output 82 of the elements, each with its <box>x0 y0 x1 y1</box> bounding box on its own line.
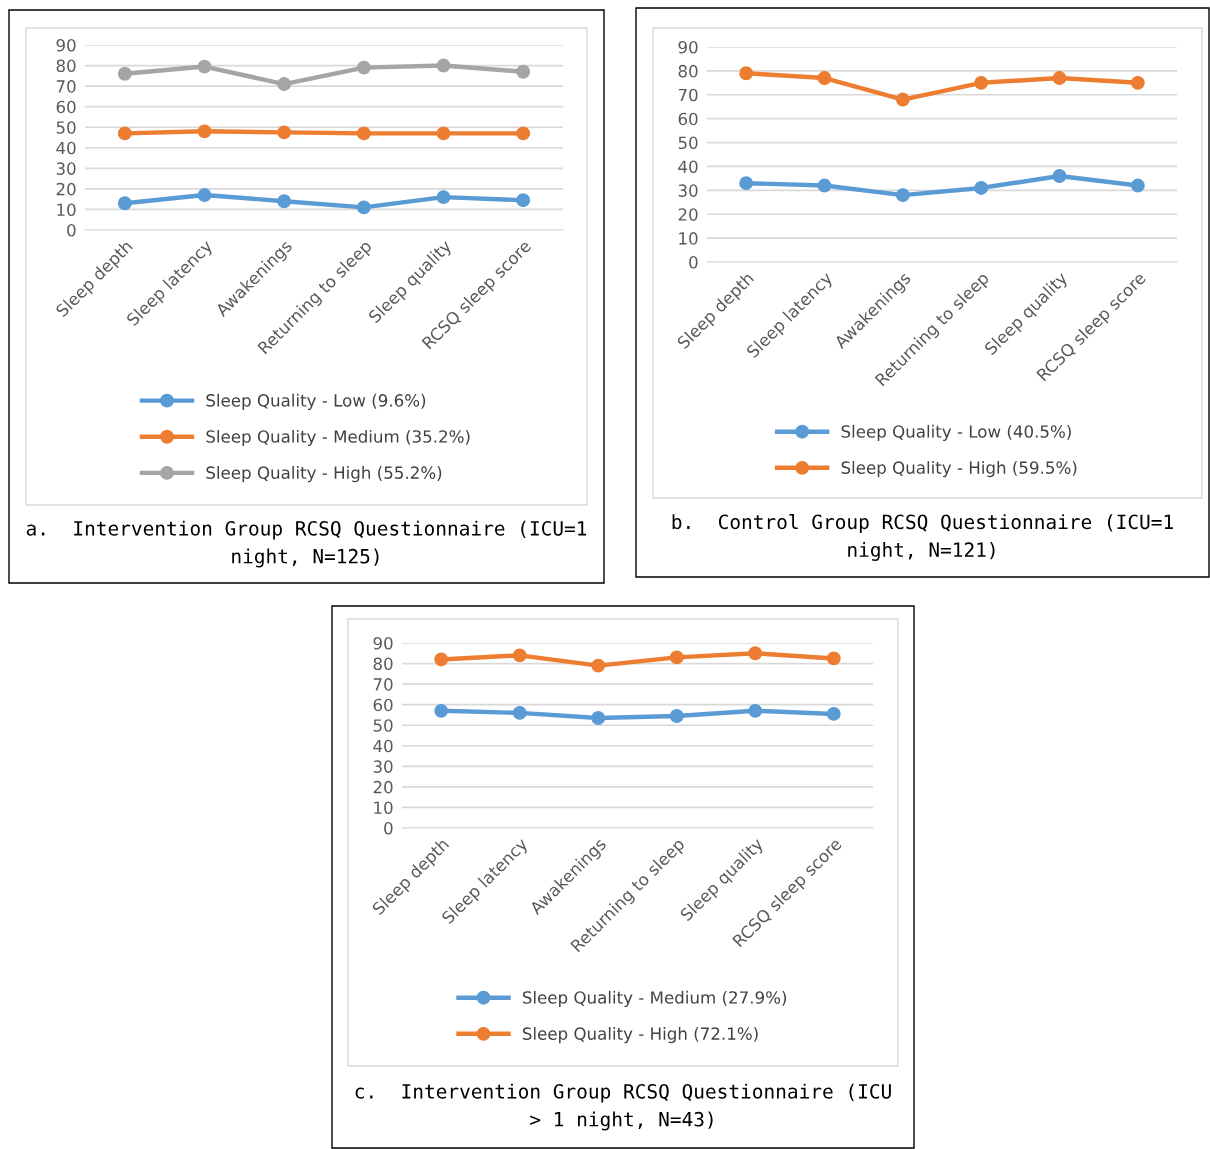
point <box>1052 169 1067 183</box>
y-tick-label: 40 <box>56 141 76 155</box>
y-tick-label: 10 <box>57 203 76 217</box>
point <box>516 64 531 79</box>
y-tick-label: 80 <box>678 64 698 78</box>
point <box>356 60 371 75</box>
y-tick-label: 90 <box>373 636 393 650</box>
point <box>591 711 606 725</box>
y-tick-label: 40 <box>373 739 393 753</box>
point <box>434 703 449 718</box>
y-tick-label: 60 <box>678 112 698 126</box>
y-tick-label: 20 <box>56 182 76 196</box>
point <box>974 75 989 90</box>
point <box>739 176 754 191</box>
point <box>117 66 132 81</box>
point <box>669 650 684 665</box>
y-tick-label: 0 <box>384 821 393 835</box>
y-tick-label: 10 <box>679 232 698 245</box>
point <box>516 193 531 208</box>
y-tick-label: 90 <box>678 40 698 54</box>
point <box>1130 75 1145 90</box>
point <box>356 126 371 141</box>
text: c. Intervention Group RCSQ Questionnaire (ICU > 1 night, N=43) <box>355 1083 891 1131</box>
legend-label: Sleep Quality - Medium (35.2%) <box>206 429 470 447</box>
point <box>669 709 684 723</box>
point <box>197 59 212 74</box>
y-tick-label: 70 <box>678 88 698 102</box>
legend-label: Sleep Quality - High (72.1%) <box>522 1027 758 1044</box>
y-tick-label: 60 <box>373 698 393 712</box>
point <box>895 92 910 107</box>
point <box>817 178 832 193</box>
point <box>1130 178 1145 193</box>
point <box>277 125 292 140</box>
point <box>1052 71 1067 86</box>
y-tick-label: 90 <box>56 38 76 52</box>
point <box>895 188 910 203</box>
y-tick-label: 50 <box>678 136 698 150</box>
point <box>748 703 763 718</box>
point <box>826 651 841 666</box>
point <box>277 194 292 209</box>
y-tick-label: 50 <box>373 719 393 732</box>
point <box>974 180 989 195</box>
point <box>117 126 132 141</box>
point <box>277 77 292 92</box>
y-tick-label: 30 <box>373 760 393 773</box>
legend-label: Sleep Quality - High (55.2%) <box>206 466 442 483</box>
legend-label: Sleep Quality - Low (9.6%) <box>206 393 426 410</box>
point <box>117 196 132 211</box>
legend-label: Sleep Quality - High (59.5%) <box>841 461 1077 478</box>
point <box>826 706 841 721</box>
y-tick-label: 80 <box>56 59 76 73</box>
y-tick-label: 50 <box>56 121 76 134</box>
text: b. Control Group RCSQ Questionnaire (ICU=1 night, N=121) <box>672 514 1173 561</box>
y-tick-label: 40 <box>678 160 698 174</box>
y-tick-label: 70 <box>56 80 76 93</box>
point <box>748 646 763 661</box>
y-tick-label: 60 <box>56 100 76 114</box>
text: a. Intervention Group RCSQ Questionnaire (ICU=1 night, N=125) <box>26 520 587 568</box>
point <box>591 658 606 673</box>
y-tick-label: 0 <box>689 255 698 269</box>
point <box>817 71 832 86</box>
y-tick-label: 30 <box>678 184 698 197</box>
point <box>436 126 451 141</box>
point <box>436 190 451 205</box>
legend-label: Sleep Quality - Low (40.5%) <box>841 424 1071 441</box>
point <box>197 124 212 139</box>
y-tick-label: 30 <box>56 162 76 175</box>
y-tick-label: 20 <box>678 208 698 221</box>
point <box>739 66 754 81</box>
y-tick-label: 0 <box>67 223 76 237</box>
y-tick-label: 80 <box>373 657 393 671</box>
legend-label: Sleep Quality - Medium (27.9%) <box>522 990 787 1007</box>
point <box>516 126 531 141</box>
point <box>197 188 212 203</box>
point <box>436 58 451 73</box>
point <box>512 705 527 720</box>
point <box>512 648 527 663</box>
y-tick-label: 20 <box>373 780 393 794</box>
point <box>434 652 449 667</box>
y-tick-label: 70 <box>373 678 393 691</box>
y-tick-label: 10 <box>374 801 393 815</box>
point <box>356 200 371 215</box>
